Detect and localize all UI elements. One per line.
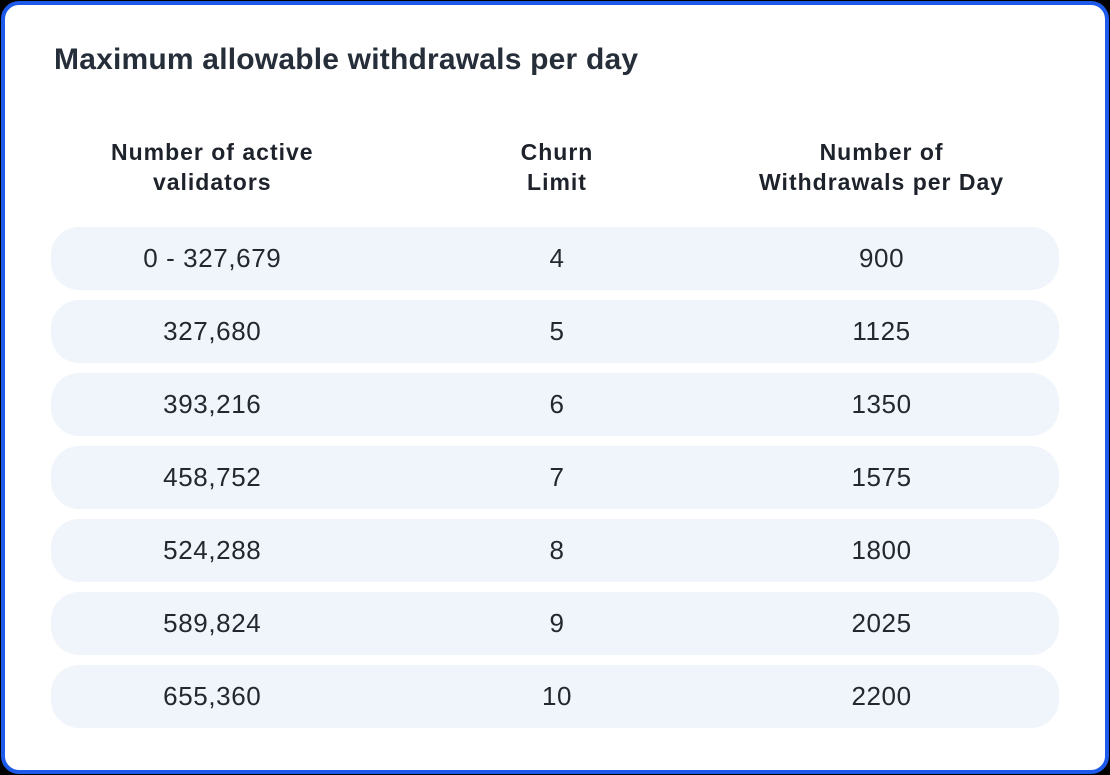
validators-cell: 524,288: [163, 535, 262, 565]
churn-limit-cell: 10: [541, 681, 573, 711]
validators-cell: 655,360: [163, 681, 262, 711]
withdrawals-cell: 2025: [851, 608, 912, 638]
churn-limit-cell: 6: [549, 389, 565, 419]
table-row: 393,216 6 1350: [51, 373, 1059, 436]
validators-cell: 327,680: [163, 316, 262, 346]
table-row: 327,680 5 1125: [51, 300, 1059, 363]
column-header-withdrawals: Number of Withdrawals per Day: [740, 137, 1022, 197]
withdrawals-cell: 1800: [851, 535, 912, 565]
column-header-line: Number of: [819, 139, 944, 165]
churn-limit-cell: 7: [549, 462, 565, 492]
column-header-line: Churn: [520, 139, 594, 165]
withdrawals-cell: 2200: [851, 681, 912, 711]
withdrawals-table: Number of active validators Churn Limit …: [51, 137, 1059, 728]
table-body: 0 - 327,679 4 900 327,680 5 1125 393,216…: [51, 227, 1059, 728]
validators-cell: 458,752: [163, 462, 262, 492]
table-row: 655,360 10 2200: [51, 665, 1059, 728]
validators-cell: 589,824: [163, 608, 262, 638]
table-row: 458,752 7 1575: [51, 446, 1059, 509]
validators-cell: 393,216: [163, 389, 262, 419]
table-row: 524,288 8 1800: [51, 519, 1059, 582]
table-row: 0 - 327,679 4 900: [51, 227, 1059, 290]
table-header-row: Number of active validators Churn Limit …: [51, 137, 1059, 197]
column-header-validators: Number of active validators: [51, 137, 374, 197]
withdrawals-cell: 1125: [852, 316, 911, 346]
churn-limit-cell: 8: [549, 535, 565, 565]
column-header-churn-limit: Churn Limit: [374, 137, 741, 197]
page-title: Maximum allowable withdrawals per day: [54, 43, 639, 76]
column-header-line: Number of active: [110, 139, 314, 165]
churn-limit-cell: 5: [549, 316, 565, 346]
table-row: 589,824 9 2025: [51, 592, 1059, 655]
withdrawals-cell: 1350: [851, 389, 912, 419]
withdrawals-cell: 1575: [851, 462, 912, 492]
churn-limit-cell: 4: [549, 243, 565, 273]
churn-limit-cell: 9: [549, 608, 565, 638]
validators-cell: 0 - 327,679: [143, 243, 282, 273]
withdrawals-cell: 900: [858, 243, 905, 273]
column-header-line: Withdrawals per Day: [759, 169, 1005, 195]
column-header-line: validators: [152, 169, 272, 195]
column-header-line: Limit: [527, 169, 587, 195]
